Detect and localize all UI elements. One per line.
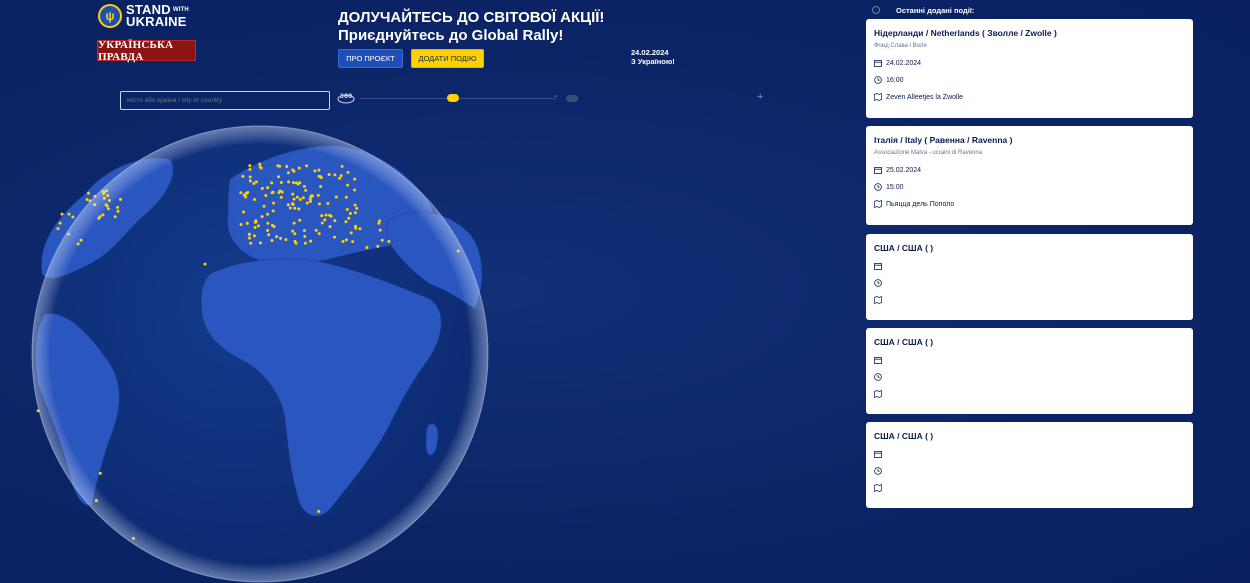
event-place-row — [874, 292, 1185, 309]
event-card[interactable]: США / США ( ) — [866, 328, 1193, 414]
event-time-row — [874, 463, 1185, 480]
rotate-label: 360 — [340, 93, 353, 100]
event-date-row: 24.02.2024 — [874, 55, 1185, 72]
clock-icon — [874, 372, 882, 383]
event-card[interactable]: США / США ( ) — [866, 234, 1193, 320]
calendar-icon — [874, 356, 882, 366]
event-place-value: Пьяцца дель Пополо — [886, 201, 955, 208]
event-date: 24.02.2024 — [631, 48, 669, 57]
calendar-icon — [874, 450, 882, 460]
zoom-slider-knob[interactable] — [566, 95, 578, 102]
event-title: Нідерланди / Netherlands ( Зволле / Zwol… — [874, 28, 1057, 38]
date-subtitle: З Україною! — [631, 57, 675, 66]
rotate-360-icon[interactable]: 360 — [337, 91, 355, 105]
add-event-button[interactable]: ДОДАТИ ПОДІЮ — [411, 49, 484, 68]
event-card[interactable]: Італія / Italy ( Равенна / Ravenna ) Ass… — [866, 126, 1193, 225]
calendar-icon — [874, 262, 882, 272]
clock-icon — [874, 75, 882, 86]
map-icon — [874, 92, 882, 103]
event-marker[interactable] — [60, 212, 64, 216]
event-time-value: 16:00 — [886, 77, 904, 84]
event-time-row — [874, 369, 1185, 386]
logo-line1: STAND — [126, 2, 171, 17]
event-date-row — [874, 258, 1185, 275]
event-title: Італія / Italy ( Равенна / Ravenna ) — [874, 135, 1013, 145]
clock-icon — [874, 182, 882, 193]
event-date-value: 25.02.2024 — [886, 167, 922, 174]
date-block: 24.02.2024 З Україною! — [631, 48, 675, 66]
headline-line2: Приєднуйтесь до Global Rally! — [338, 27, 564, 44]
event-marker[interactable] — [56, 227, 60, 231]
event-place-row: Zeven Alleetjes la Zwolle — [874, 89, 1185, 106]
logo-line2: UKRAINE — [126, 14, 187, 29]
event-organizer: Associazione Malva - ucraini di Ravenna — [874, 150, 983, 156]
event-title: США / США ( ) — [874, 337, 934, 347]
panel-indicator-icon — [872, 6, 880, 14]
globe-halo — [31, 125, 489, 583]
zoom-in-button[interactable]: + — [757, 91, 764, 103]
rotation-slider-knob[interactable] — [447, 94, 459, 102]
event-marker[interactable] — [71, 215, 75, 219]
clock-icon — [874, 278, 882, 289]
stand-with-ukraine-logo[interactable]: ψ STAND WITH UKRAINE — [98, 2, 189, 29]
event-time-row — [874, 275, 1185, 292]
map-icon — [874, 199, 882, 210]
event-marker[interactable] — [85, 198, 89, 202]
logo-with: WITH — [172, 7, 189, 13]
map-icon — [874, 295, 882, 306]
about-project-button[interactable]: ПРО ПРОЄКТ — [338, 49, 403, 68]
event-place-row — [874, 480, 1185, 497]
ukrainska-pravda-logo[interactable]: УКРАЇНСЬКА ПРАВДА — [97, 39, 196, 63]
recent-events-title: Останні додані події: — [896, 6, 975, 15]
event-place-value: Zeven Alleetjes la Zwolle — [886, 94, 964, 101]
event-place-row — [874, 386, 1185, 403]
map-icon — [874, 389, 882, 400]
event-marker[interactable] — [58, 221, 62, 225]
event-marker[interactable] — [86, 191, 90, 195]
event-organizer: Фонд Слава і Воля — [874, 43, 927, 49]
event-date-row — [874, 352, 1185, 369]
trident-icon: ψ — [98, 4, 122, 28]
event-date-row: 25.02.2024 — [874, 162, 1185, 179]
event-card[interactable]: США / США ( ) — [866, 422, 1193, 508]
event-time-value: 15:00 — [886, 184, 904, 191]
event-card[interactable]: Нідерланди / Netherlands ( Зволле / Zwol… — [866, 19, 1193, 118]
event-date-row — [874, 446, 1185, 463]
event-marker[interactable] — [67, 212, 71, 216]
calendar-icon — [874, 166, 882, 176]
map-icon — [874, 483, 882, 494]
event-title: США / США ( ) — [874, 431, 934, 441]
event-time-row: 16:00 — [874, 72, 1185, 89]
headline-line1: ДОЛУЧАЙТЕСЬ ДО СВІТОВОЇ АКЦІЇ! — [338, 9, 605, 26]
headline: ДОЛУЧАЙТЕСЬ ДО СВІТОВОЇ АКЦІЇ! Приєднуйт… — [338, 9, 604, 45]
event-title: США / США ( ) — [874, 243, 934, 253]
event-date-value: 24.02.2024 — [886, 60, 922, 67]
search-input[interactable] — [120, 91, 330, 110]
event-place-row: Пьяцца дель Пополо — [874, 196, 1185, 213]
event-time-row: 15:00 — [874, 179, 1185, 196]
clock-icon — [874, 466, 882, 477]
zoom-out-button[interactable]: - — [554, 91, 558, 102]
globe-map[interactable] — [30, 124, 490, 583]
calendar-icon — [874, 59, 882, 69]
